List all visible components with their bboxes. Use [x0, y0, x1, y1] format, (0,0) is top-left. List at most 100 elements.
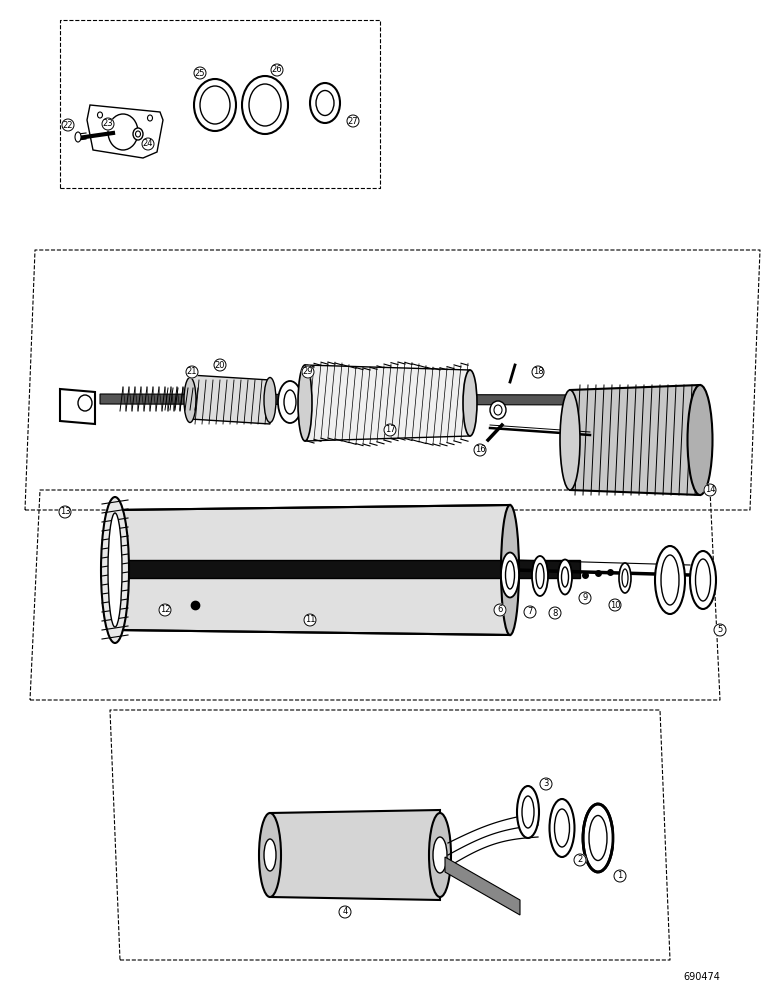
Ellipse shape: [517, 786, 539, 838]
Circle shape: [159, 604, 171, 616]
Ellipse shape: [108, 513, 122, 627]
Ellipse shape: [690, 551, 716, 609]
Ellipse shape: [316, 91, 334, 115]
Circle shape: [214, 359, 226, 371]
Text: 2: 2: [577, 856, 583, 864]
Polygon shape: [305, 365, 470, 441]
Ellipse shape: [278, 381, 302, 423]
Circle shape: [532, 366, 544, 378]
Text: 12: 12: [160, 605, 171, 614]
Text: 690474: 690474: [683, 972, 720, 982]
Ellipse shape: [506, 561, 514, 589]
Text: 25: 25: [195, 68, 205, 78]
Ellipse shape: [147, 115, 153, 121]
Ellipse shape: [194, 79, 236, 131]
Ellipse shape: [433, 837, 447, 873]
Ellipse shape: [589, 816, 607, 860]
Ellipse shape: [583, 804, 613, 872]
Text: 10: 10: [610, 600, 620, 609]
Ellipse shape: [622, 569, 628, 587]
Ellipse shape: [78, 395, 92, 411]
Ellipse shape: [101, 497, 129, 643]
Circle shape: [304, 614, 316, 626]
Ellipse shape: [242, 76, 288, 134]
Text: 1: 1: [618, 871, 623, 880]
Text: 8: 8: [552, 608, 557, 617]
Ellipse shape: [655, 546, 685, 614]
Ellipse shape: [661, 555, 679, 605]
Polygon shape: [270, 810, 440, 900]
Circle shape: [194, 67, 206, 79]
Ellipse shape: [184, 377, 196, 422]
Circle shape: [540, 778, 552, 790]
Polygon shape: [115, 505, 510, 635]
Text: 17: 17: [384, 426, 395, 434]
Ellipse shape: [200, 86, 230, 124]
Text: 22: 22: [63, 120, 73, 129]
Ellipse shape: [619, 563, 631, 593]
Circle shape: [549, 607, 561, 619]
Text: 23: 23: [103, 119, 113, 128]
Text: 14: 14: [705, 486, 715, 494]
Ellipse shape: [696, 559, 710, 601]
Circle shape: [524, 606, 536, 618]
Polygon shape: [87, 105, 163, 158]
Text: 16: 16: [475, 446, 486, 454]
Circle shape: [474, 444, 486, 456]
Circle shape: [609, 599, 621, 611]
Ellipse shape: [133, 128, 143, 140]
Ellipse shape: [501, 505, 519, 635]
Circle shape: [704, 484, 716, 496]
Text: 11: 11: [305, 615, 315, 624]
Ellipse shape: [97, 112, 103, 118]
Ellipse shape: [561, 567, 568, 587]
Circle shape: [142, 138, 154, 150]
Ellipse shape: [429, 813, 451, 897]
Text: 6: 6: [497, 605, 503, 614]
Ellipse shape: [501, 552, 519, 597]
Ellipse shape: [108, 114, 138, 150]
Circle shape: [59, 506, 71, 518]
Ellipse shape: [259, 813, 281, 897]
Ellipse shape: [688, 385, 713, 495]
Circle shape: [384, 424, 396, 436]
Text: 26: 26: [272, 66, 283, 75]
Text: 5: 5: [717, 626, 723, 635]
Ellipse shape: [522, 796, 534, 828]
Ellipse shape: [550, 799, 574, 857]
Circle shape: [102, 118, 114, 130]
Text: 27: 27: [347, 116, 358, 125]
Ellipse shape: [264, 377, 276, 422]
Polygon shape: [60, 389, 95, 424]
Polygon shape: [570, 385, 700, 495]
Ellipse shape: [310, 83, 340, 123]
Ellipse shape: [284, 390, 296, 414]
Circle shape: [339, 906, 351, 918]
Ellipse shape: [75, 132, 81, 142]
Circle shape: [614, 870, 626, 882]
Text: 29: 29: [303, 367, 313, 376]
Text: 3: 3: [543, 780, 549, 788]
Ellipse shape: [490, 401, 506, 419]
Polygon shape: [445, 857, 520, 915]
Circle shape: [494, 604, 506, 616]
Circle shape: [574, 854, 586, 866]
Polygon shape: [190, 375, 270, 424]
Text: 21: 21: [187, 367, 198, 376]
Ellipse shape: [558, 560, 572, 594]
Text: 7: 7: [527, 607, 533, 616]
Circle shape: [186, 366, 198, 378]
Ellipse shape: [136, 131, 141, 137]
Circle shape: [347, 115, 359, 127]
Ellipse shape: [554, 809, 570, 847]
Circle shape: [579, 592, 591, 604]
Ellipse shape: [536, 564, 544, 588]
Text: 20: 20: [215, 360, 225, 369]
Text: 13: 13: [59, 508, 70, 516]
Ellipse shape: [264, 839, 276, 871]
Circle shape: [62, 119, 74, 131]
Ellipse shape: [298, 365, 312, 441]
Circle shape: [302, 366, 314, 378]
Text: 18: 18: [533, 367, 543, 376]
Ellipse shape: [560, 390, 580, 490]
